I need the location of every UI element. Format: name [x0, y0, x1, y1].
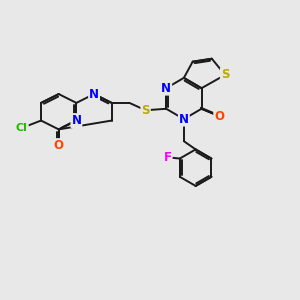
Text: O: O	[54, 139, 64, 152]
Text: N: N	[71, 114, 81, 127]
Text: N: N	[161, 82, 171, 95]
Text: F: F	[164, 151, 172, 164]
Text: N: N	[179, 112, 189, 126]
Text: O: O	[214, 110, 224, 123]
Text: Cl: Cl	[16, 123, 28, 133]
Text: N: N	[89, 88, 99, 100]
Text: S: S	[221, 68, 229, 81]
Text: S: S	[141, 104, 150, 117]
